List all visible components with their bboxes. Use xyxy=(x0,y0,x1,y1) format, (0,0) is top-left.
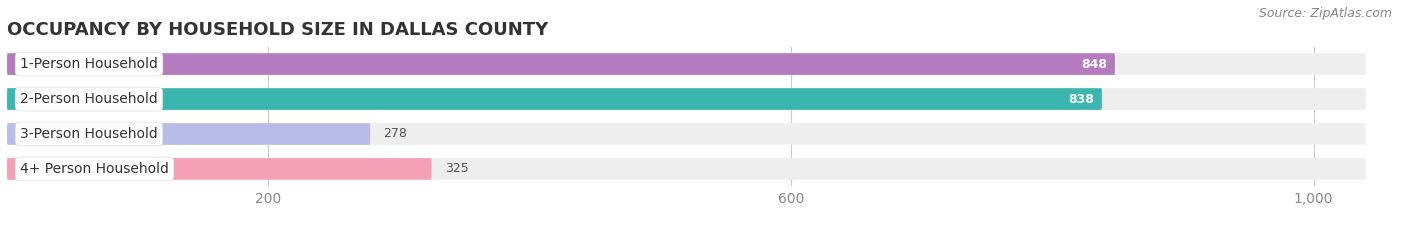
FancyBboxPatch shape xyxy=(7,158,432,180)
Text: 838: 838 xyxy=(1069,93,1094,106)
Text: 2-Person Household: 2-Person Household xyxy=(20,92,157,106)
Text: OCCUPANCY BY HOUSEHOLD SIZE IN DALLAS COUNTY: OCCUPANCY BY HOUSEHOLD SIZE IN DALLAS CO… xyxy=(7,21,548,39)
FancyBboxPatch shape xyxy=(7,53,1365,75)
FancyBboxPatch shape xyxy=(7,123,370,145)
FancyBboxPatch shape xyxy=(7,88,1365,110)
Text: 325: 325 xyxy=(444,162,468,175)
Text: 848: 848 xyxy=(1081,58,1107,71)
Text: 3-Person Household: 3-Person Household xyxy=(20,127,157,141)
Text: 278: 278 xyxy=(384,127,408,140)
Text: 4+ Person Household: 4+ Person Household xyxy=(20,162,169,176)
FancyBboxPatch shape xyxy=(7,158,1365,180)
FancyBboxPatch shape xyxy=(7,88,1102,110)
Text: 1-Person Household: 1-Person Household xyxy=(20,57,157,71)
FancyBboxPatch shape xyxy=(7,53,1115,75)
FancyBboxPatch shape xyxy=(7,123,1365,145)
Text: Source: ZipAtlas.com: Source: ZipAtlas.com xyxy=(1258,7,1392,20)
